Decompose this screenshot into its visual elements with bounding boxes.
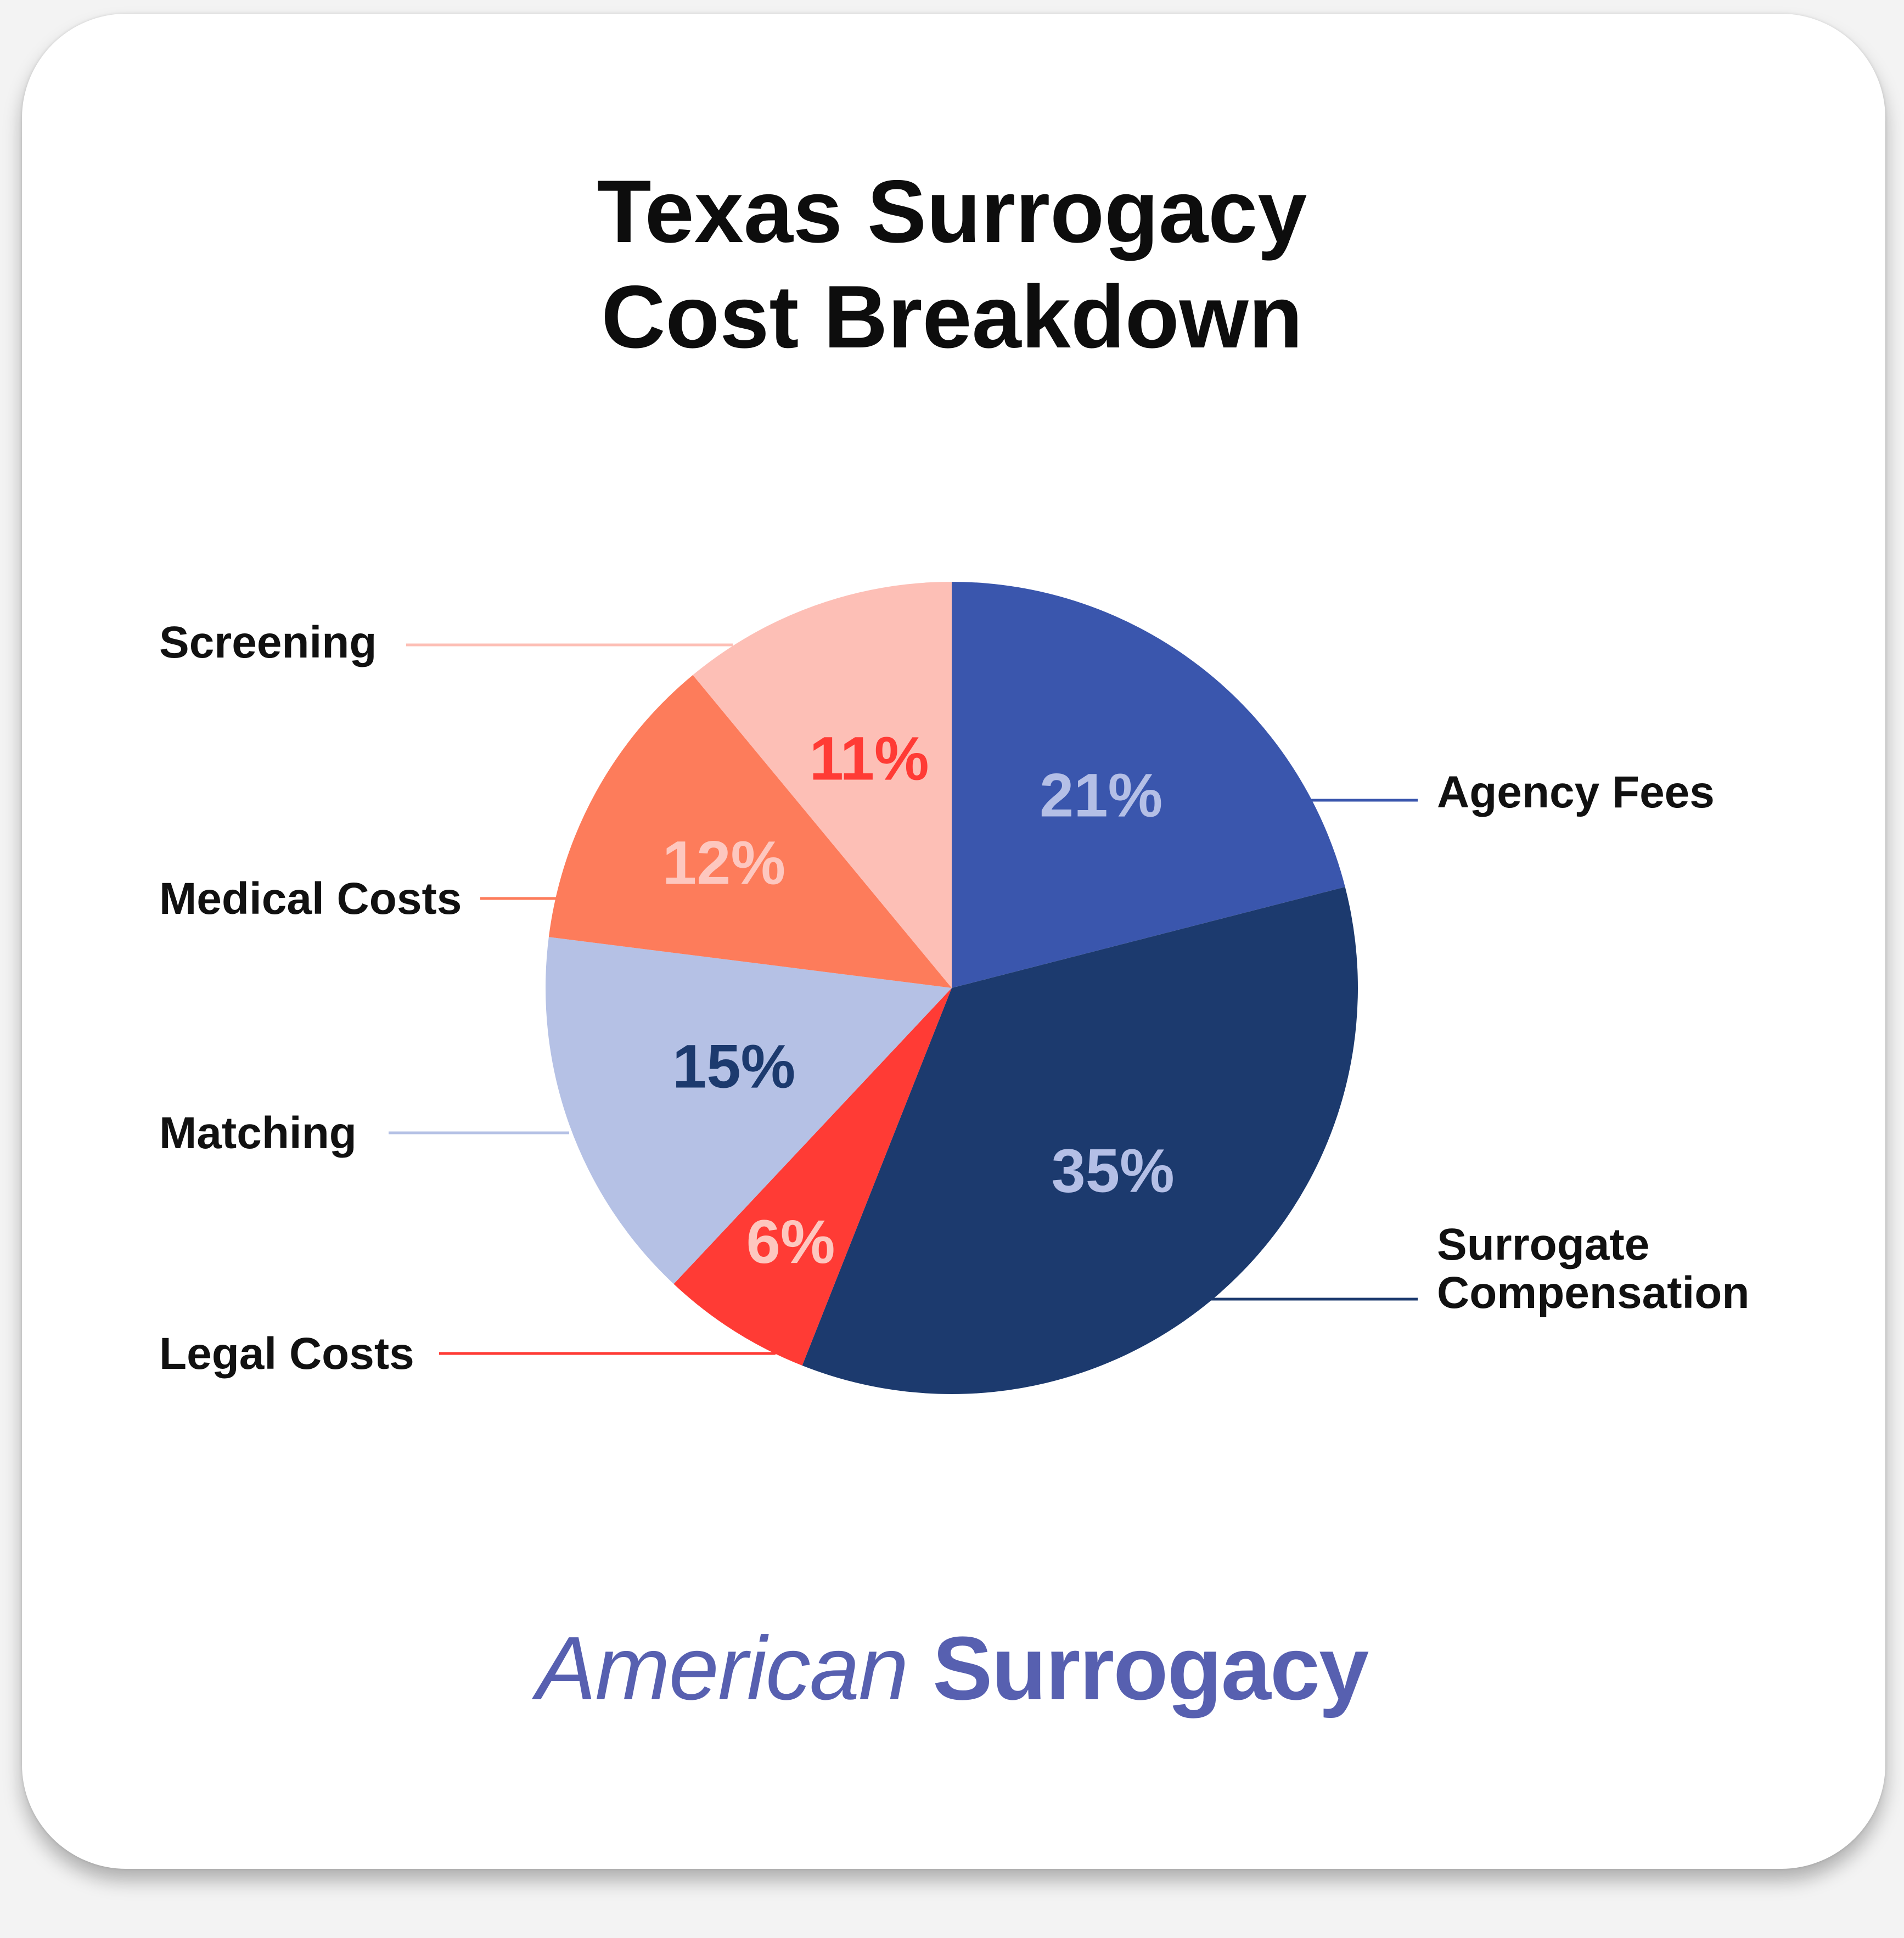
slice-percent-matching: 15% <box>672 1032 795 1100</box>
pie-slice-agency-fees <box>952 582 1345 988</box>
legend-label-legal-costs: Legal Costs <box>159 1329 414 1379</box>
slice-percent-screening: 11% <box>810 724 929 793</box>
pie-slice-medical-costs <box>548 675 952 988</box>
brand-word-surrogacy: Surrogacy <box>933 1618 1369 1718</box>
pie-slice-legal-costs <box>673 988 952 1366</box>
slice-percent-surrogate-compensation: 35% <box>1052 1137 1175 1205</box>
slice-percent-legal-costs: 6% <box>746 1207 835 1276</box>
pie-percent-labels: 21% 35% 6% 15% 12% 11% <box>662 724 1175 1276</box>
legend-label-screening: Screening <box>159 617 377 667</box>
brand-word-american: American <box>536 1618 909 1718</box>
legend-label-surrogate-compensation: Surrogate Compensation <box>1437 1220 1749 1318</box>
legend-label-matching: Matching <box>159 1108 357 1158</box>
legend-label-medical-costs: Medical Costs <box>159 874 462 924</box>
legend-leader-lines <box>389 643 1418 1355</box>
pie-slice-matching <box>546 937 952 1284</box>
legend-labels: Agency Fees Surrogate Compensation Legal Co… <box>159 617 1749 1379</box>
slice-percent-agency-fees: 21% <box>1040 761 1162 830</box>
brand-logo: American Surrogacy <box>0 1616 1904 1721</box>
chart-title-line-2: Cost Breakdown <box>601 267 1303 367</box>
pie-slice-surrogate-compensation <box>802 886 1358 1394</box>
pie-slices <box>546 582 1358 1394</box>
pie-slice-screening <box>693 582 952 988</box>
slice-percent-medical-costs: 12% <box>662 828 785 897</box>
legend-label-agency-fees: Agency Fees <box>1437 767 1715 817</box>
chart-title-line-1: Texas Surrogacy <box>597 162 1307 261</box>
